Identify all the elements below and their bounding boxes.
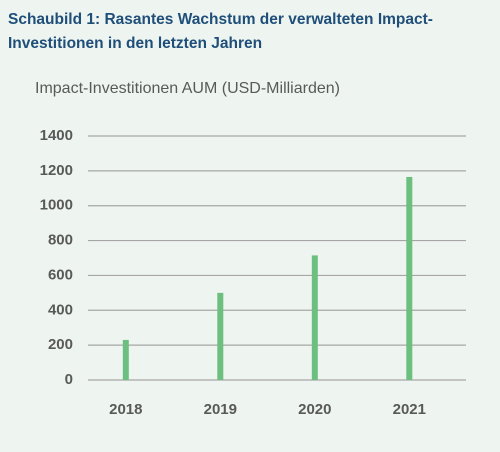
y-tick-label: 0 <box>65 371 73 388</box>
y-tick-label: 1000 <box>40 197 73 214</box>
y-tick-label: 800 <box>48 232 73 249</box>
y-tick-label: 1400 <box>40 127 73 144</box>
x-tick-label: 2021 <box>393 401 426 418</box>
chart-title: Investitionen in den letzten Jahren <box>8 35 262 52</box>
x-tick-label: 2019 <box>204 401 237 418</box>
bar <box>122 339 129 380</box>
chart-title: Schaubild 1: Rasantes Wachstum der verwa… <box>8 11 433 28</box>
bar <box>217 292 224 380</box>
x-tick-label: 2018 <box>109 401 142 418</box>
x-tick-label: 2020 <box>298 401 331 418</box>
bar <box>406 176 413 380</box>
y-tick-label: 600 <box>48 266 73 283</box>
y-tick-label: 400 <box>48 301 73 318</box>
bar <box>311 255 318 380</box>
y-tick-label: 200 <box>48 336 73 353</box>
y-tick-label: 1200 <box>40 162 73 179</box>
y-axis-label: Impact-Investitionen AUM (USD-Milliarden… <box>35 80 340 97</box>
